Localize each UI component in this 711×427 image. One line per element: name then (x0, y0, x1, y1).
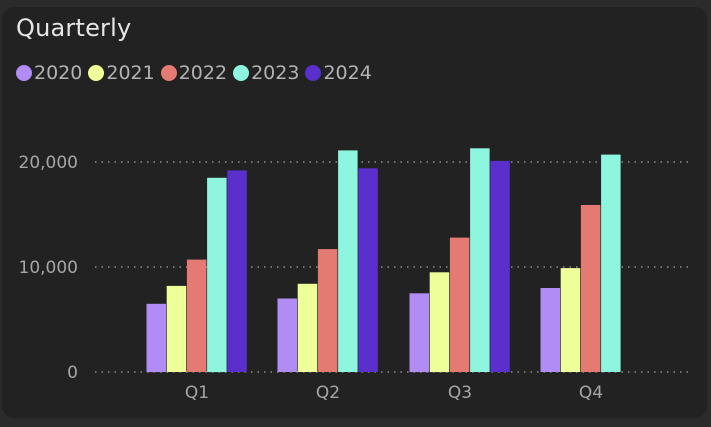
bar-2024-Q2[interactable] (358, 168, 378, 372)
bar-2021-Q4[interactable] (560, 268, 581, 372)
legend-item-2[interactable]: 2022 (160, 62, 228, 84)
bar-2021-Q3[interactable] (429, 272, 450, 373)
bar-2020-Q4[interactable] (540, 288, 561, 372)
bar-2020-Q1[interactable] (146, 303, 167, 373)
legend-item-4[interactable]: 2024 (305, 62, 372, 84)
x-tick-label: Q3 (448, 383, 472, 403)
y-tick-label: 10,000 (19, 258, 78, 278)
bar-2020-Q3[interactable] (409, 293, 430, 373)
legend-item-0[interactable]: 2020 (16, 62, 82, 84)
bar-2023-Q4[interactable] (601, 154, 621, 372)
legend-label: 2021 (106, 62, 155, 84)
bar-2022-Q1[interactable] (186, 259, 207, 372)
bar-2022-Q4[interactable] (580, 205, 601, 372)
legend-swatch-icon (233, 65, 250, 81)
x-tick-label: Q4 (579, 383, 603, 403)
bar-2024-Q1[interactable] (227, 170, 247, 372)
chart-title: Quarterly (16, 14, 132, 42)
legend-label: 2024 (323, 62, 372, 84)
y-tick-label: 20,000 (19, 153, 78, 173)
legend-swatch-icon (160, 65, 177, 81)
bar-2022-Q3[interactable] (449, 237, 470, 372)
chart-legend: 2020 2021 2022 2023 2024 (16, 62, 374, 84)
bar-2020-Q2[interactable] (277, 298, 298, 373)
legend-item-3[interactable]: 2023 (233, 62, 299, 84)
bar-2023-Q3[interactable] (470, 148, 490, 372)
legend-swatch-icon (305, 65, 322, 81)
legend-label: 2023 (251, 62, 300, 84)
bar-2024-Q3[interactable] (490, 160, 510, 372)
bar-2021-Q2[interactable] (297, 283, 318, 372)
x-tick-label: Q2 (316, 383, 340, 403)
legend-item-1[interactable]: 2021 (88, 62, 155, 84)
bar-2023-Q1[interactable] (207, 177, 227, 373)
bar-2023-Q2[interactable] (338, 150, 358, 372)
y-tick-label: 0 (67, 363, 78, 383)
legend-swatch-icon (88, 65, 105, 81)
legend-label: 2020 (34, 62, 83, 84)
legend-swatch-icon (16, 65, 32, 81)
bar-2021-Q1[interactable] (166, 285, 187, 372)
legend-label: 2022 (178, 62, 228, 84)
bar-2022-Q2[interactable] (317, 249, 338, 372)
x-tick-label: Q1 (185, 383, 209, 403)
